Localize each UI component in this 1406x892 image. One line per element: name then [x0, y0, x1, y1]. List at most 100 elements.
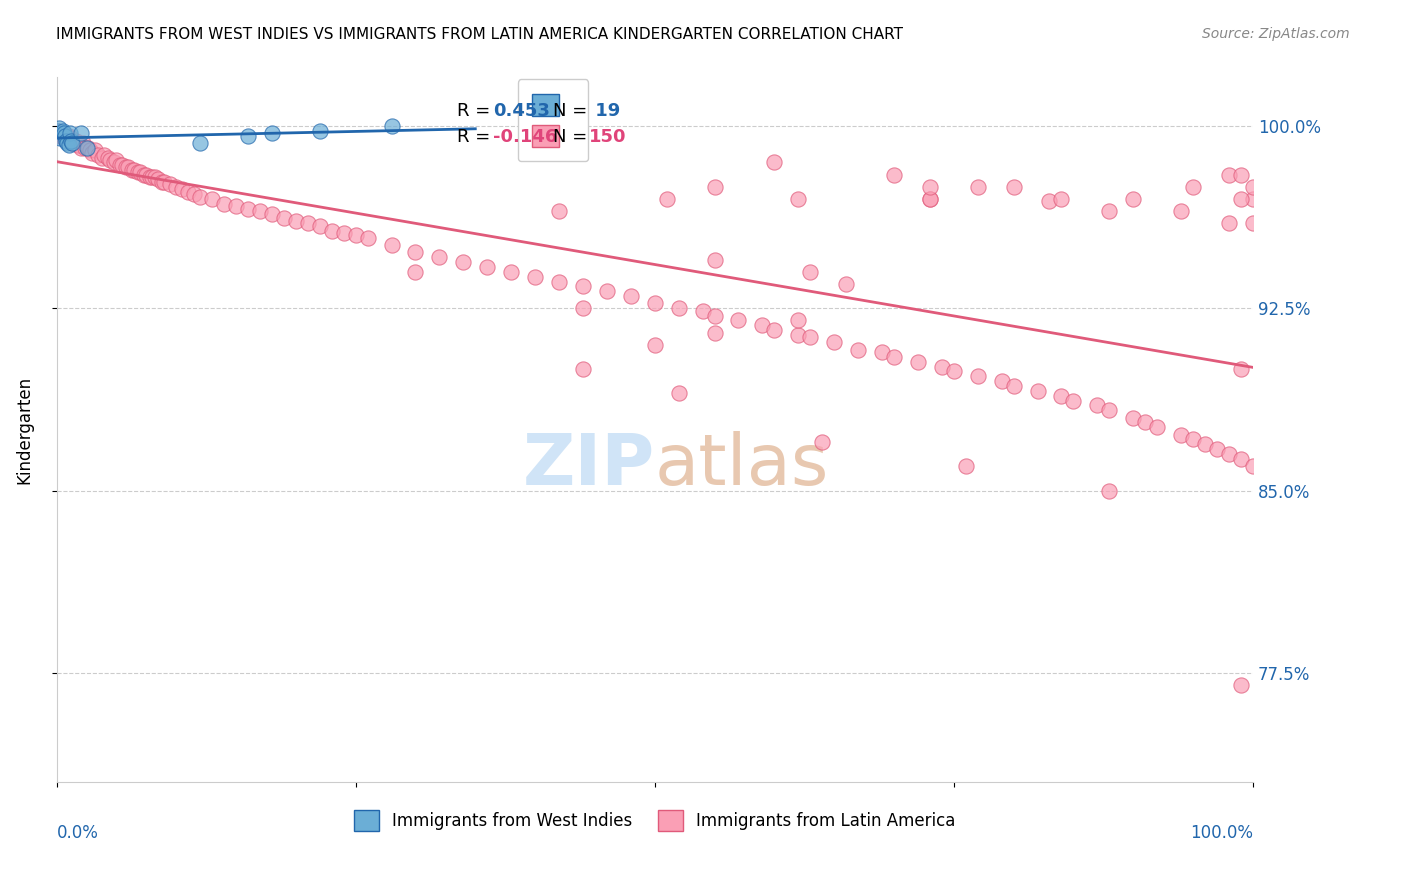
Point: [63, 136, 86, 150]
Point: [1230, 678, 1253, 692]
Text: 0.0%: 0.0%: [56, 824, 98, 842]
Point: [918, 179, 941, 194]
Point: [1098, 403, 1121, 417]
Point: [1038, 194, 1060, 209]
Point: [108, 158, 131, 172]
Point: [572, 301, 595, 316]
Point: [52, 126, 75, 140]
Point: [846, 343, 869, 357]
Point: [380, 119, 402, 133]
Point: [1122, 410, 1144, 425]
Text: -0.146: -0.146: [494, 128, 558, 146]
Point: [260, 206, 283, 220]
Text: Source: ZipAtlas.com: Source: ZipAtlas.com: [1202, 27, 1350, 41]
Point: [59, 131, 82, 145]
Point: [1133, 416, 1156, 430]
Point: [55, 134, 77, 148]
Point: [284, 214, 307, 228]
Point: [356, 231, 378, 245]
Point: [1050, 192, 1073, 206]
Text: R =: R =: [457, 102, 496, 120]
Point: [823, 335, 845, 350]
Point: [883, 350, 905, 364]
Point: [572, 279, 595, 293]
Point: [127, 165, 149, 179]
Point: [1170, 427, 1192, 442]
Text: N =: N =: [553, 128, 593, 146]
Point: [105, 153, 128, 167]
Point: [942, 364, 965, 378]
Point: [1230, 362, 1253, 376]
Point: [62, 134, 84, 148]
Point: [82, 145, 104, 160]
Point: [129, 165, 152, 179]
Point: [453, 255, 475, 269]
Point: [165, 179, 187, 194]
Point: [966, 369, 988, 384]
Point: [966, 179, 988, 194]
Point: [1218, 216, 1240, 230]
Point: [835, 277, 858, 291]
Point: [48, 121, 70, 136]
Point: [143, 170, 166, 185]
Point: [332, 226, 354, 240]
Text: 100.0%: 100.0%: [1189, 824, 1253, 842]
Point: [297, 216, 319, 230]
Point: [501, 265, 523, 279]
Point: [46, 124, 69, 138]
Point: [799, 265, 821, 279]
Point: [76, 141, 98, 155]
Point: [75, 141, 97, 155]
Point: [321, 223, 343, 237]
Point: [52, 124, 75, 138]
Point: [201, 192, 224, 206]
Text: 19: 19: [589, 102, 620, 120]
Point: [931, 359, 953, 374]
Text: ZIP: ZIP: [523, 431, 655, 500]
Point: [799, 330, 821, 344]
Point: [188, 189, 211, 203]
Point: [1194, 437, 1216, 451]
Point: [524, 269, 547, 284]
Point: [751, 318, 773, 333]
Point: [177, 185, 200, 199]
Point: [1182, 179, 1205, 194]
Point: [1230, 192, 1253, 206]
Point: [1170, 204, 1192, 219]
Point: [763, 155, 786, 169]
Point: [67, 138, 90, 153]
Point: [58, 138, 80, 153]
Point: [1241, 459, 1264, 474]
Point: [273, 211, 295, 226]
Point: [1026, 384, 1049, 398]
Point: [955, 459, 977, 474]
Point: [183, 187, 205, 202]
Point: [52, 131, 75, 145]
Point: [1230, 168, 1253, 182]
Point: [93, 148, 115, 162]
Point: [644, 296, 666, 310]
Point: [308, 124, 330, 138]
Point: [918, 192, 941, 206]
Point: [727, 313, 749, 327]
Point: [1182, 433, 1205, 447]
Point: [668, 386, 690, 401]
Text: 150: 150: [589, 128, 627, 146]
Text: IMMIGRANTS FROM WEST INDIES VS IMMIGRANTS FROM LATIN AMERICA KINDERGARTEN CORREL: IMMIGRANTS FROM WEST INDIES VS IMMIGRANT…: [56, 27, 903, 42]
Point: [655, 192, 678, 206]
Point: [548, 204, 571, 219]
Point: [83, 144, 105, 158]
Point: [668, 301, 690, 316]
Point: [620, 289, 643, 303]
Point: [1002, 379, 1025, 393]
Point: [870, 345, 893, 359]
Point: [1241, 216, 1264, 230]
Point: [990, 374, 1012, 388]
Point: [572, 362, 595, 376]
Point: [1218, 447, 1240, 461]
Point: [139, 170, 162, 185]
Point: [344, 228, 367, 243]
Point: [907, 355, 929, 369]
Point: [49, 131, 72, 145]
Point: [212, 196, 235, 211]
